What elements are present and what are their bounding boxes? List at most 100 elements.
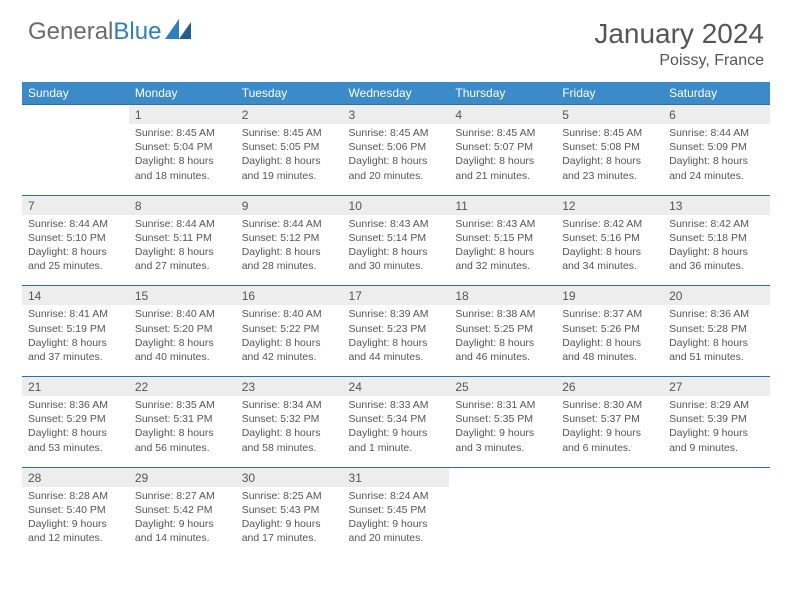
day-ss: Sunset: 5:09 PM — [669, 140, 764, 154]
day-d2: and 23 minutes. — [562, 169, 657, 183]
day-d2: and 34 minutes. — [562, 259, 657, 273]
day-sr: Sunrise: 8:35 AM — [135, 398, 230, 412]
day-sr: Sunrise: 8:24 AM — [349, 489, 444, 503]
day-d2: and 20 minutes. — [349, 169, 444, 183]
day-detail-cell: Sunrise: 8:30 AMSunset: 5:37 PMDaylight:… — [556, 396, 663, 467]
day-d2: and 58 minutes. — [242, 441, 337, 455]
day-d1: Daylight: 9 hours — [669, 426, 764, 440]
day-d2: and 46 minutes. — [455, 350, 550, 364]
day-d2: and 53 minutes. — [28, 441, 123, 455]
daynum-row: 21222324252627 — [22, 377, 770, 397]
day-d2: and 6 minutes. — [562, 441, 657, 455]
day-detail-cell — [556, 487, 663, 558]
day-detail-cell: Sunrise: 8:42 AMSunset: 5:16 PMDaylight:… — [556, 215, 663, 286]
day-header-row: Sunday Monday Tuesday Wednesday Thursday… — [22, 82, 770, 105]
day-sr: Sunrise: 8:38 AM — [455, 307, 550, 321]
day-detail-cell: Sunrise: 8:44 AMSunset: 5:11 PMDaylight:… — [129, 215, 236, 286]
day-d1: Daylight: 9 hours — [349, 517, 444, 531]
day-number-cell: 25 — [449, 377, 556, 397]
detail-row: Sunrise: 8:44 AMSunset: 5:10 PMDaylight:… — [22, 215, 770, 286]
day-sr: Sunrise: 8:43 AM — [349, 217, 444, 231]
detail-row: Sunrise: 8:36 AMSunset: 5:29 PMDaylight:… — [22, 396, 770, 467]
day-number-cell: 7 — [22, 195, 129, 215]
day-number-cell: 14 — [22, 286, 129, 306]
day-detail-cell: Sunrise: 8:35 AMSunset: 5:31 PMDaylight:… — [129, 396, 236, 467]
page-header: GeneralBlue January 2024 Poissy, France — [0, 0, 792, 76]
day-detail-cell: Sunrise: 8:45 AMSunset: 5:05 PMDaylight:… — [236, 124, 343, 195]
dayhead-wed: Wednesday — [343, 82, 450, 105]
day-detail-cell: Sunrise: 8:36 AMSunset: 5:28 PMDaylight:… — [663, 305, 770, 376]
day-d1: Daylight: 8 hours — [669, 154, 764, 168]
day-sr: Sunrise: 8:39 AM — [349, 307, 444, 321]
day-d1: Daylight: 9 hours — [562, 426, 657, 440]
day-d1: Daylight: 8 hours — [28, 426, 123, 440]
day-sr: Sunrise: 8:31 AM — [455, 398, 550, 412]
dayhead-fri: Friday — [556, 82, 663, 105]
detail-row: Sunrise: 8:28 AMSunset: 5:40 PMDaylight:… — [22, 487, 770, 558]
detail-row: Sunrise: 8:45 AMSunset: 5:04 PMDaylight:… — [22, 124, 770, 195]
day-ss: Sunset: 5:08 PM — [562, 140, 657, 154]
brand-part2: Blue — [113, 18, 161, 46]
day-d1: Daylight: 8 hours — [135, 245, 230, 259]
day-d2: and 30 minutes. — [349, 259, 444, 273]
day-d1: Daylight: 8 hours — [28, 336, 123, 350]
day-number-cell: 19 — [556, 286, 663, 306]
day-d2: and 42 minutes. — [242, 350, 337, 364]
detail-row: Sunrise: 8:41 AMSunset: 5:19 PMDaylight:… — [22, 305, 770, 376]
daynum-row: 78910111213 — [22, 195, 770, 215]
day-ss: Sunset: 5:39 PM — [669, 412, 764, 426]
day-detail-cell: Sunrise: 8:45 AMSunset: 5:04 PMDaylight:… — [129, 124, 236, 195]
day-sr: Sunrise: 8:45 AM — [135, 126, 230, 140]
day-sr: Sunrise: 8:40 AM — [135, 307, 230, 321]
day-ss: Sunset: 5:34 PM — [349, 412, 444, 426]
day-sr: Sunrise: 8:44 AM — [669, 126, 764, 140]
day-d2: and 3 minutes. — [455, 441, 550, 455]
day-d2: and 44 minutes. — [349, 350, 444, 364]
brand-logo: GeneralBlue — [28, 18, 191, 46]
day-ss: Sunset: 5:12 PM — [242, 231, 337, 245]
day-d1: Daylight: 8 hours — [28, 245, 123, 259]
day-sr: Sunrise: 8:36 AM — [669, 307, 764, 321]
dayhead-mon: Monday — [129, 82, 236, 105]
day-detail-cell: Sunrise: 8:37 AMSunset: 5:26 PMDaylight:… — [556, 305, 663, 376]
day-detail-cell: Sunrise: 8:24 AMSunset: 5:45 PMDaylight:… — [343, 487, 450, 558]
day-sr: Sunrise: 8:29 AM — [669, 398, 764, 412]
day-detail-cell: Sunrise: 8:38 AMSunset: 5:25 PMDaylight:… — [449, 305, 556, 376]
day-d1: Daylight: 8 hours — [135, 336, 230, 350]
day-ss: Sunset: 5:25 PM — [455, 322, 550, 336]
day-ss: Sunset: 5:22 PM — [242, 322, 337, 336]
day-d1: Daylight: 9 hours — [349, 426, 444, 440]
day-detail-cell: Sunrise: 8:29 AMSunset: 5:39 PMDaylight:… — [663, 396, 770, 467]
day-detail-cell: Sunrise: 8:33 AMSunset: 5:34 PMDaylight:… — [343, 396, 450, 467]
day-d1: Daylight: 8 hours — [242, 154, 337, 168]
day-detail-cell: Sunrise: 8:43 AMSunset: 5:15 PMDaylight:… — [449, 215, 556, 286]
day-number-cell: 3 — [343, 105, 450, 125]
day-detail-cell: Sunrise: 8:44 AMSunset: 5:09 PMDaylight:… — [663, 124, 770, 195]
day-ss: Sunset: 5:16 PM — [562, 231, 657, 245]
dayhead-sat: Saturday — [663, 82, 770, 105]
day-d2: and 21 minutes. — [455, 169, 550, 183]
day-d2: and 28 minutes. — [242, 259, 337, 273]
day-sr: Sunrise: 8:43 AM — [455, 217, 550, 231]
day-ss: Sunset: 5:06 PM — [349, 140, 444, 154]
day-d2: and 32 minutes. — [455, 259, 550, 273]
logo-mark-icon — [165, 18, 191, 46]
day-number-cell: 11 — [449, 195, 556, 215]
day-sr: Sunrise: 8:30 AM — [562, 398, 657, 412]
day-d1: Daylight: 9 hours — [455, 426, 550, 440]
day-d1: Daylight: 8 hours — [242, 336, 337, 350]
day-number-cell: 16 — [236, 286, 343, 306]
day-sr: Sunrise: 8:34 AM — [242, 398, 337, 412]
day-number-cell: 17 — [343, 286, 450, 306]
day-d1: Daylight: 8 hours — [455, 336, 550, 350]
day-d2: and 24 minutes. — [669, 169, 764, 183]
day-number-cell — [663, 467, 770, 487]
day-detail-cell: Sunrise: 8:45 AMSunset: 5:08 PMDaylight:… — [556, 124, 663, 195]
day-ss: Sunset: 5:05 PM — [242, 140, 337, 154]
day-d1: Daylight: 8 hours — [562, 336, 657, 350]
day-ss: Sunset: 5:10 PM — [28, 231, 123, 245]
day-detail-cell: Sunrise: 8:27 AMSunset: 5:42 PMDaylight:… — [129, 487, 236, 558]
location-label: Poissy, France — [594, 52, 764, 70]
day-sr: Sunrise: 8:28 AM — [28, 489, 123, 503]
dayhead-sun: Sunday — [22, 82, 129, 105]
